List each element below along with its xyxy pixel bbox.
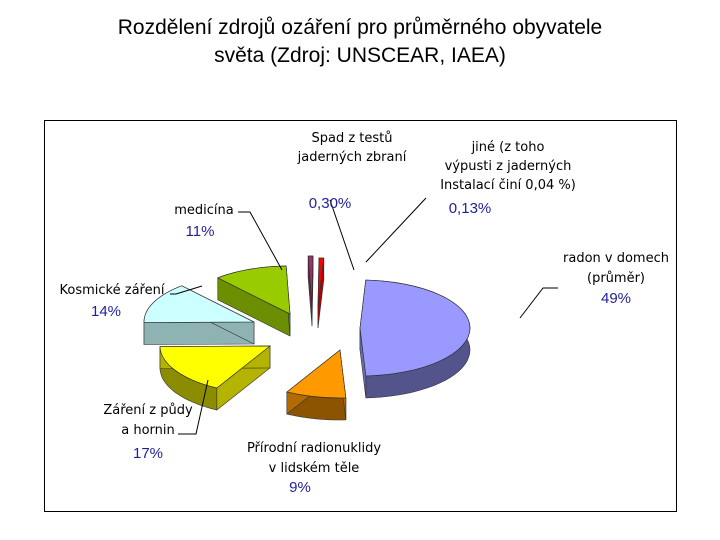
slice-ground-top — [159, 345, 272, 389]
slice-value-medical: 11% — [186, 223, 215, 240]
slice-medical-top — [216, 265, 291, 315]
slice-label-natural-0: Přírodní radionuklidy — [247, 441, 381, 456]
slice-label-ground-1: a hornin — [121, 423, 175, 438]
slice-value-cosmic: 14% — [91, 303, 121, 320]
slice-value-fallout: 0,30% — [309, 195, 352, 212]
slice-natural — [286, 349, 347, 421]
slice-value-other: 0,13% — [449, 200, 492, 217]
slice-fallout — [307, 255, 314, 327]
slice-other — [317, 257, 325, 329]
slice-value-radon: 49% — [601, 290, 631, 307]
leader-line-radon — [519, 287, 558, 319]
leader-line-medical — [238, 211, 283, 271]
slice-fallout-top — [307, 255, 314, 305]
slice-cosmic — [143, 285, 255, 345]
slice-label-other-1: výpusti z jaderných — [445, 159, 572, 174]
chart-frame — [44, 120, 677, 512]
slice-label-radon-0: radon v domech — [563, 251, 669, 266]
slice-label-other-2: Instalací činí 0,04 %) — [440, 178, 576, 193]
slice-label-ground-0: Záření z půdy — [103, 403, 193, 418]
slice-medical — [216, 265, 291, 337]
slice-label-natural-1: v lidském těle — [269, 461, 360, 476]
slice-label-fallout-0: Spad z testů — [311, 131, 392, 146]
slice-natural-top — [286, 349, 347, 399]
slice-value-ground: 17% — [133, 445, 163, 462]
chart-title-line-2: světa (Zdroj: UNSCEAR, IAEA) — [214, 44, 506, 67]
slice-cosmic-top — [143, 285, 255, 323]
slice-labels: radon v domech (průměr) 49% Přírodní radion… — [60, 131, 669, 496]
slice-value-natural: 9% — [289, 479, 311, 496]
leader-line-other — [365, 197, 427, 263]
leader-lines — [170, 197, 558, 435]
leader-line-cosmic — [170, 285, 203, 295]
leader-line-fallout — [329, 199, 355, 271]
chart-title-line-1: Rozdělení zdrojů ozáření pro průměrného … — [117, 16, 603, 39]
slice-label-medical-0: medicína — [174, 203, 234, 218]
pie-slices — [143, 255, 471, 421]
slice-label-other-0: jiné (z toho — [471, 140, 545, 155]
slice-radon — [359, 279, 471, 399]
slice-label-cosmic-0: Kosmické záření — [60, 283, 165, 298]
chart-title: Rozdělení zdrojů ozáření pro průměrného … — [0, 14, 720, 70]
leader-line-ground — [178, 379, 209, 435]
slice-label-radon-1: (průměr) — [587, 271, 645, 286]
slice-label-fallout-1: jaderných zbraní — [297, 150, 407, 165]
slice-radon-top — [359, 279, 471, 377]
slice-other-top — [317, 257, 325, 307]
slice-ground — [159, 345, 272, 411]
